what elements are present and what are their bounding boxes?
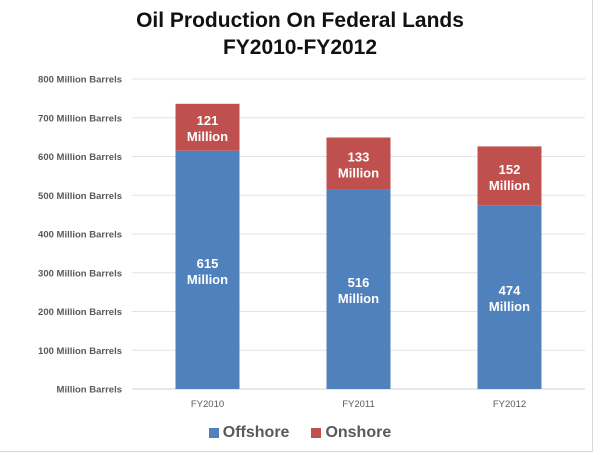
bar-offshore — [477, 205, 542, 389]
legend: Offshore Onshore — [0, 424, 600, 442]
legend-item-offshore: Offshore — [208, 424, 290, 442]
data-label-value: 516 — [348, 275, 370, 290]
data-label-value: 474 — [499, 283, 521, 298]
bar-offshore — [175, 150, 240, 389]
legend-item-onshore: Onshore — [311, 424, 391, 442]
legend-label-onshore: Onshore — [325, 424, 392, 441]
data-label-unit: Million — [489, 299, 530, 314]
bar-onshore — [477, 146, 542, 206]
bar-offshore — [326, 189, 391, 389]
legend-swatch-onshore — [311, 428, 322, 438]
bar-onshore — [175, 103, 240, 151]
y-tick-label: Million Barrels — [57, 385, 122, 396]
data-label-unit: Million — [338, 291, 379, 306]
bar-onshore — [326, 137, 391, 190]
x-tick-label: FY2011 — [342, 399, 375, 410]
legend-swatch-offshore — [208, 428, 219, 438]
y-tick-label: 700 Million Barrels — [38, 113, 122, 124]
data-label-unit: Million — [489, 178, 530, 193]
data-label-unit: Million — [187, 129, 228, 144]
chart-subtitle: FY2010-FY2012 — [222, 36, 378, 59]
data-label-unit: Million — [338, 165, 379, 180]
chart-title: Oil Production On Federal Lands — [136, 9, 464, 32]
y-tick-label: 500 Million Barrels — [38, 191, 122, 202]
x-tick-label: FY2012 — [493, 399, 526, 410]
y-tick-label: 600 Million Barrels — [38, 152, 122, 163]
y-tick-label: 100 Million Barrels — [38, 346, 122, 357]
legend-label-offshore: Offshore — [222, 424, 290, 441]
data-label-unit: Million — [187, 272, 228, 287]
y-tick-label: 800 Million Barrels — [38, 75, 122, 86]
data-label-value: 133 — [348, 149, 370, 164]
data-label-value: 121 — [197, 113, 219, 128]
x-tick-label: FY2010 — [191, 399, 224, 410]
y-tick-label: 300 Million Barrels — [38, 268, 122, 279]
y-tick-label: 200 Million Barrels — [38, 307, 122, 318]
data-label-value: 615 — [197, 256, 219, 271]
data-label-value: 152 — [499, 162, 521, 177]
y-tick-label: 400 Million Barrels — [38, 230, 122, 241]
